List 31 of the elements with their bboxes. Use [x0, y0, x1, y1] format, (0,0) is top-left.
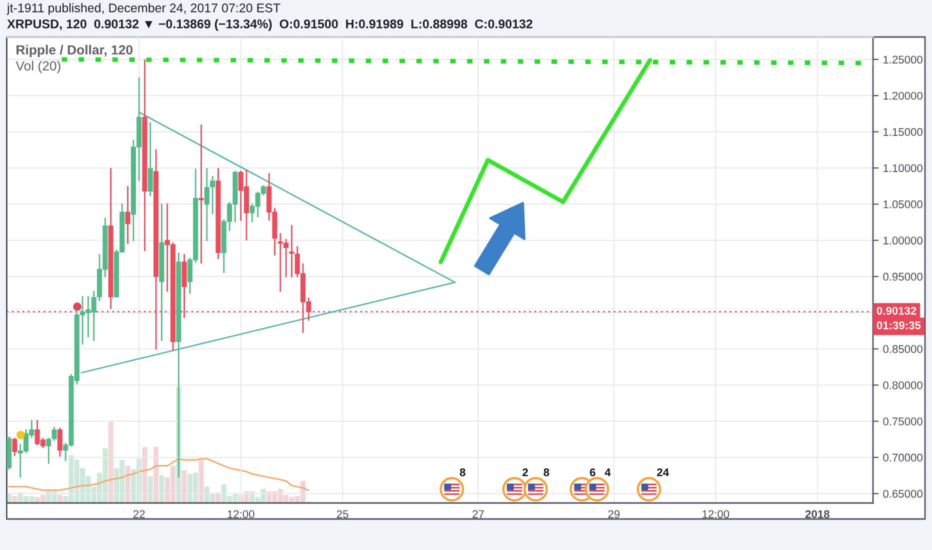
- x-tick-label: 29: [608, 510, 620, 518]
- y-tick-label: 1.10000: [884, 164, 922, 172]
- ref-line-label: 0.90132: [876, 306, 916, 315]
- chart-title: Vol (20): [16, 60, 60, 74]
- y-tick-label: 1.00000: [884, 236, 922, 244]
- annotation: 2: [522, 468, 528, 476]
- y-tick-label: 0.70000: [883, 454, 922, 462]
- y-tick-label: 1.15000: [884, 128, 922, 136]
- chart-subtitle: XRPUSD, 120 0.90132 ▼ −0.13869 (−13.34%) O:0.91500 H:0.91989 L:0.88998 C:0.90132: [7, 19, 532, 31]
- y-tick-label: 0.75000: [883, 418, 922, 426]
- text: 01:39:35: [876, 321, 921, 330]
- x-tick-label: 27: [472, 510, 484, 518]
- y-tick-label: 0.65000: [883, 490, 922, 498]
- annotation: 6: [590, 468, 596, 476]
- y-tick-label: 0.95000: [883, 272, 922, 281]
- text: jt-1911 published, December 24, 2017 07:20 EST: [6, 3, 280, 15]
- annotation: 8: [460, 468, 466, 476]
- annotation: 4: [604, 468, 611, 476]
- y-tick-label: 0.85000: [883, 345, 922, 354]
- y-tick-label: 1.05000: [884, 200, 922, 208]
- x-tick-label: 25: [336, 510, 348, 518]
- y-tick-label: 1.20000: [884, 92, 922, 100]
- annotation: 8: [544, 468, 550, 476]
- text: Ripple / Dollar, 120: [16, 44, 132, 58]
- y-tick-label: 1.25000: [884, 56, 922, 64]
- y-tick-label: 0.80000: [883, 381, 922, 390]
- x-tick-label: 12:00: [228, 510, 254, 518]
- annotation: 24: [657, 468, 669, 476]
- x-tick-label: 22: [133, 510, 145, 518]
- x-tick-label: 2018: [805, 510, 830, 518]
- x-tick-label: 12:00: [702, 510, 730, 518]
